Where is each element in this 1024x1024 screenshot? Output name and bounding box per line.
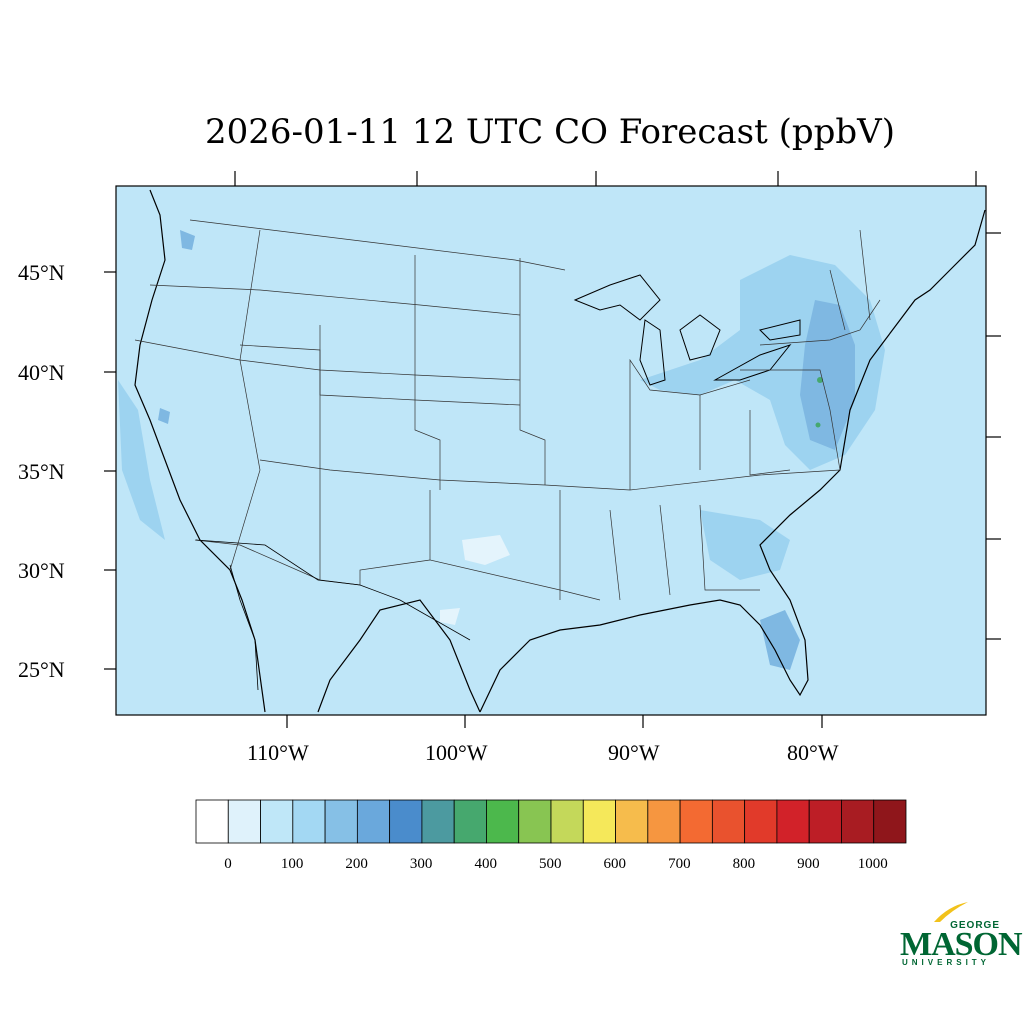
international-lines (195, 539, 471, 691)
colorbar-swatch (550, 799, 584, 844)
lat-label-25: 25°N (18, 657, 65, 682)
gmu-logo: GEORGE MASON UNIVERSITY (894, 900, 1023, 972)
colorbar-swatch (389, 799, 423, 844)
colorbar-swatch (486, 799, 520, 844)
colorbar-swatch (421, 799, 455, 844)
colorbar-swatch (356, 799, 391, 844)
colorbar-label: 900 (797, 856, 820, 872)
colorbar-swatch (744, 799, 778, 844)
map-frame (115, 185, 987, 716)
plume-california (118, 380, 165, 540)
logo-swoosh-icon (934, 902, 968, 922)
co-plumes-green (815, 377, 823, 428)
plume-core-florida (760, 610, 800, 670)
low-patches (440, 535, 510, 625)
plume-core-mid-atlantic (800, 300, 855, 450)
lon-label-90w: 90°W (608, 740, 660, 765)
colorbar-label: 700 (668, 856, 691, 872)
lat-label-35: 35°N (18, 459, 65, 484)
colorbar-swatch (324, 799, 358, 844)
plume-peak-2 (815, 422, 821, 428)
colorbar-label: 400 (474, 856, 497, 872)
colorbar-swatch (292, 799, 326, 844)
logo-mason: MASON (900, 926, 1023, 963)
colorbar-label: 800 (732, 856, 756, 872)
map-title: 2026-01-11 12 UTC CO Forecast (ppbV) (205, 112, 895, 152)
colorbar-swatch (711, 799, 746, 844)
colorbar-swatch (873, 799, 907, 844)
colorbar (195, 799, 907, 844)
colorbar-swatch (808, 799, 842, 844)
lon-label-110w: 110°W (247, 740, 309, 765)
map-ticks (104, 171, 1001, 728)
co-plumes-darker (158, 230, 855, 670)
colorbar-swatch (227, 799, 261, 844)
logo-university: UNIVERSITY (902, 958, 991, 967)
colorbar-label: 300 (409, 856, 433, 872)
lat-label-40: 40°N (18, 360, 65, 385)
colorbar-swatch (841, 799, 875, 844)
colorbar-label: 0 (224, 856, 232, 872)
colorbar-swatch (776, 799, 810, 844)
logo-george: GEORGE (950, 920, 1000, 931)
state-borders (134, 219, 881, 601)
colorbar-swatch (195, 799, 229, 844)
colorbar-label: 100 (280, 856, 304, 872)
lon-label-100w: 100°W (425, 740, 488, 765)
us-coastline (134, 189, 986, 713)
plume-peak-1 (817, 377, 823, 383)
colorbar-label: 500 (539, 856, 562, 872)
low-patch-texas (462, 535, 510, 565)
great-lakes (573, 274, 801, 386)
map-panel (116, 186, 986, 715)
colorbar-label: 600 (603, 856, 627, 872)
lon-label-80w: 80°W (787, 740, 839, 765)
colorbar-swatch (453, 799, 487, 844)
colorbar-swatch (582, 799, 616, 844)
colorbar-swatch (260, 799, 294, 844)
colorbar-swatch (615, 799, 649, 844)
colorbar-swatch (647, 799, 681, 844)
low-patch-south-texas (440, 608, 460, 625)
colorbar-swatch (518, 799, 552, 844)
colorbar-swatch (679, 799, 713, 844)
colorbar-label: 200 (345, 856, 368, 872)
colorbar-label: 1000 (857, 856, 888, 872)
plume-core-seattle (180, 230, 195, 250)
lat-label-30: 30°N (18, 558, 65, 583)
plume-core-sf (158, 408, 170, 424)
lat-label-45: 45°N (18, 260, 65, 285)
